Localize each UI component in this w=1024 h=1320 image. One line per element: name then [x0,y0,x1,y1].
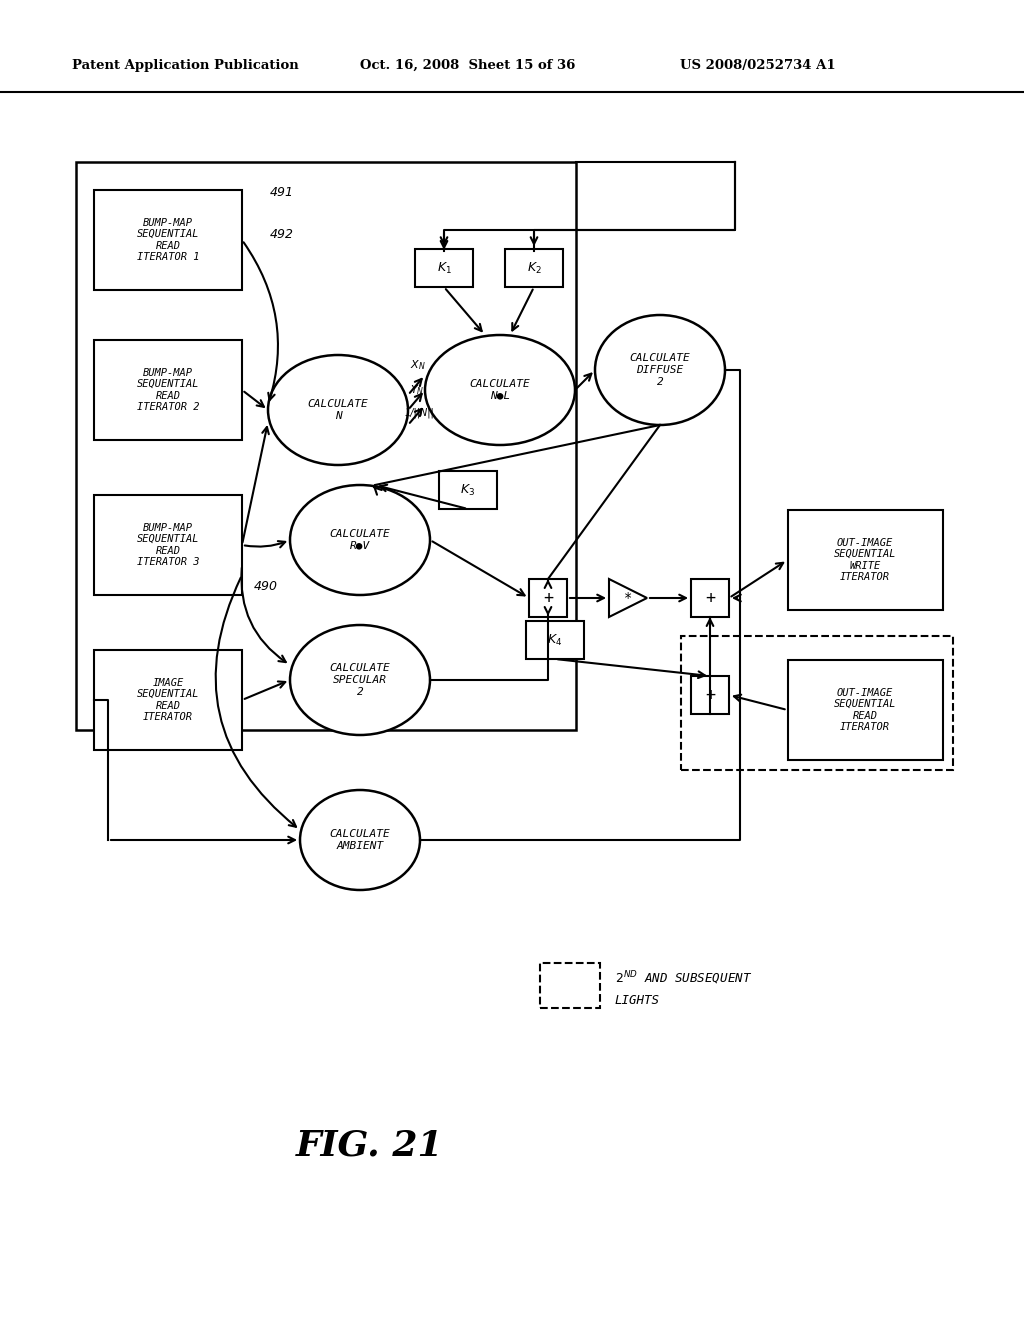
Bar [415,249,473,286]
Bar [529,579,567,616]
Bar [94,495,242,595]
Text: BUMP-MAP
SEQUENTIAL
READ
ITERATOR 1: BUMP-MAP SEQUENTIAL READ ITERATOR 1 [137,218,200,263]
Text: 1/||N||: 1/||N|| [406,407,435,417]
Text: $K_4$: $K_4$ [548,632,562,648]
Text: BUMP-MAP
SEQUENTIAL
READ
ITERATOR 3: BUMP-MAP SEQUENTIAL READ ITERATOR 3 [137,523,200,568]
Text: CALCULATE
R●V: CALCULATE R●V [330,529,390,550]
Bar [681,636,952,770]
Bar [540,962,600,1007]
Ellipse shape [268,355,408,465]
Ellipse shape [290,484,430,595]
Text: 490: 490 [254,579,278,593]
Bar [787,660,942,760]
Text: CALCULATE
SPECULAR
2: CALCULATE SPECULAR 2 [330,664,390,697]
Text: $2^{ND}$ AND SUBSEQUENT: $2^{ND}$ AND SUBSEQUENT [615,969,753,987]
Text: US 2008/0252734 A1: US 2008/0252734 A1 [680,58,836,71]
Ellipse shape [290,624,430,735]
Text: +: + [705,686,715,704]
Ellipse shape [425,335,575,445]
Text: LIGHTS: LIGHTS [615,994,660,1006]
Bar [94,649,242,750]
Bar [787,510,942,610]
Text: $Y_N$: $Y_N$ [410,383,424,397]
Bar [505,249,563,286]
Bar [691,579,729,616]
Text: Patent Application Publication: Patent Application Publication [72,58,299,71]
Text: CALCULATE
DIFFUSE
2: CALCULATE DIFFUSE 2 [630,354,690,387]
Text: OUT-IMAGE
SEQUENTIAL
WRITE
ITERATOR: OUT-IMAGE SEQUENTIAL WRITE ITERATOR [834,537,896,582]
Bar [76,162,575,730]
Text: $K_1$: $K_1$ [436,260,452,276]
Bar [94,341,242,440]
Text: *: * [624,591,632,605]
Ellipse shape [595,315,725,425]
Text: Oct. 16, 2008  Sheet 15 of 36: Oct. 16, 2008 Sheet 15 of 36 [360,58,575,71]
Polygon shape [609,579,647,616]
Text: 492: 492 [270,228,294,242]
Text: CALCULATE
AMBIENT: CALCULATE AMBIENT [330,829,390,851]
Bar [94,190,242,290]
Bar [439,471,497,510]
Ellipse shape [300,789,420,890]
Text: OUT-IMAGE
SEQUENTIAL
READ
ITERATOR: OUT-IMAGE SEQUENTIAL READ ITERATOR [834,688,896,733]
Bar [526,620,584,659]
Text: +: + [543,589,553,607]
Text: FIG. 21: FIG. 21 [296,1129,443,1162]
Text: CALCULATE
N: CALCULATE N [307,399,369,421]
Text: $K_2$: $K_2$ [526,260,542,276]
Bar [691,676,729,714]
Text: 491: 491 [270,186,294,199]
Text: BUMP-MAP
SEQUENTIAL
READ
ITERATOR 2: BUMP-MAP SEQUENTIAL READ ITERATOR 2 [137,367,200,412]
Text: +: + [705,589,715,607]
Text: CALCULATE
N●L: CALCULATE N●L [470,379,530,401]
Text: $K_3$: $K_3$ [461,482,475,498]
Text: IMAGE
SEQUENTIAL
READ
ITERATOR: IMAGE SEQUENTIAL READ ITERATOR [137,677,200,722]
Text: $X_N$: $X_N$ [410,358,426,372]
